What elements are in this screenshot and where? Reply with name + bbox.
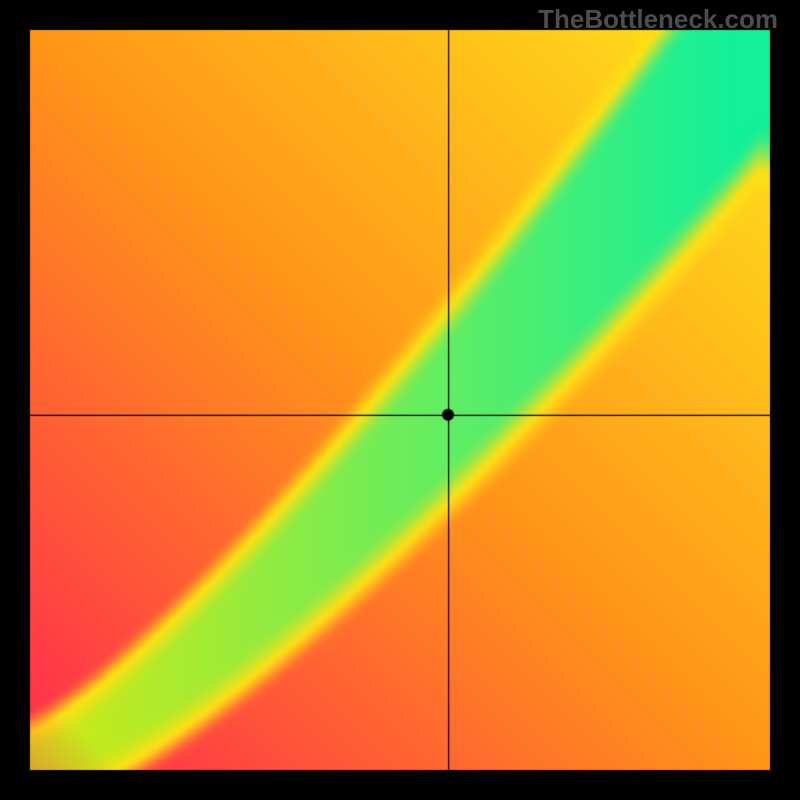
chart-container: { "canvas": { "width": 800, "height": 80…: [0, 0, 800, 800]
bottleneck-heatmap: [0, 0, 800, 800]
